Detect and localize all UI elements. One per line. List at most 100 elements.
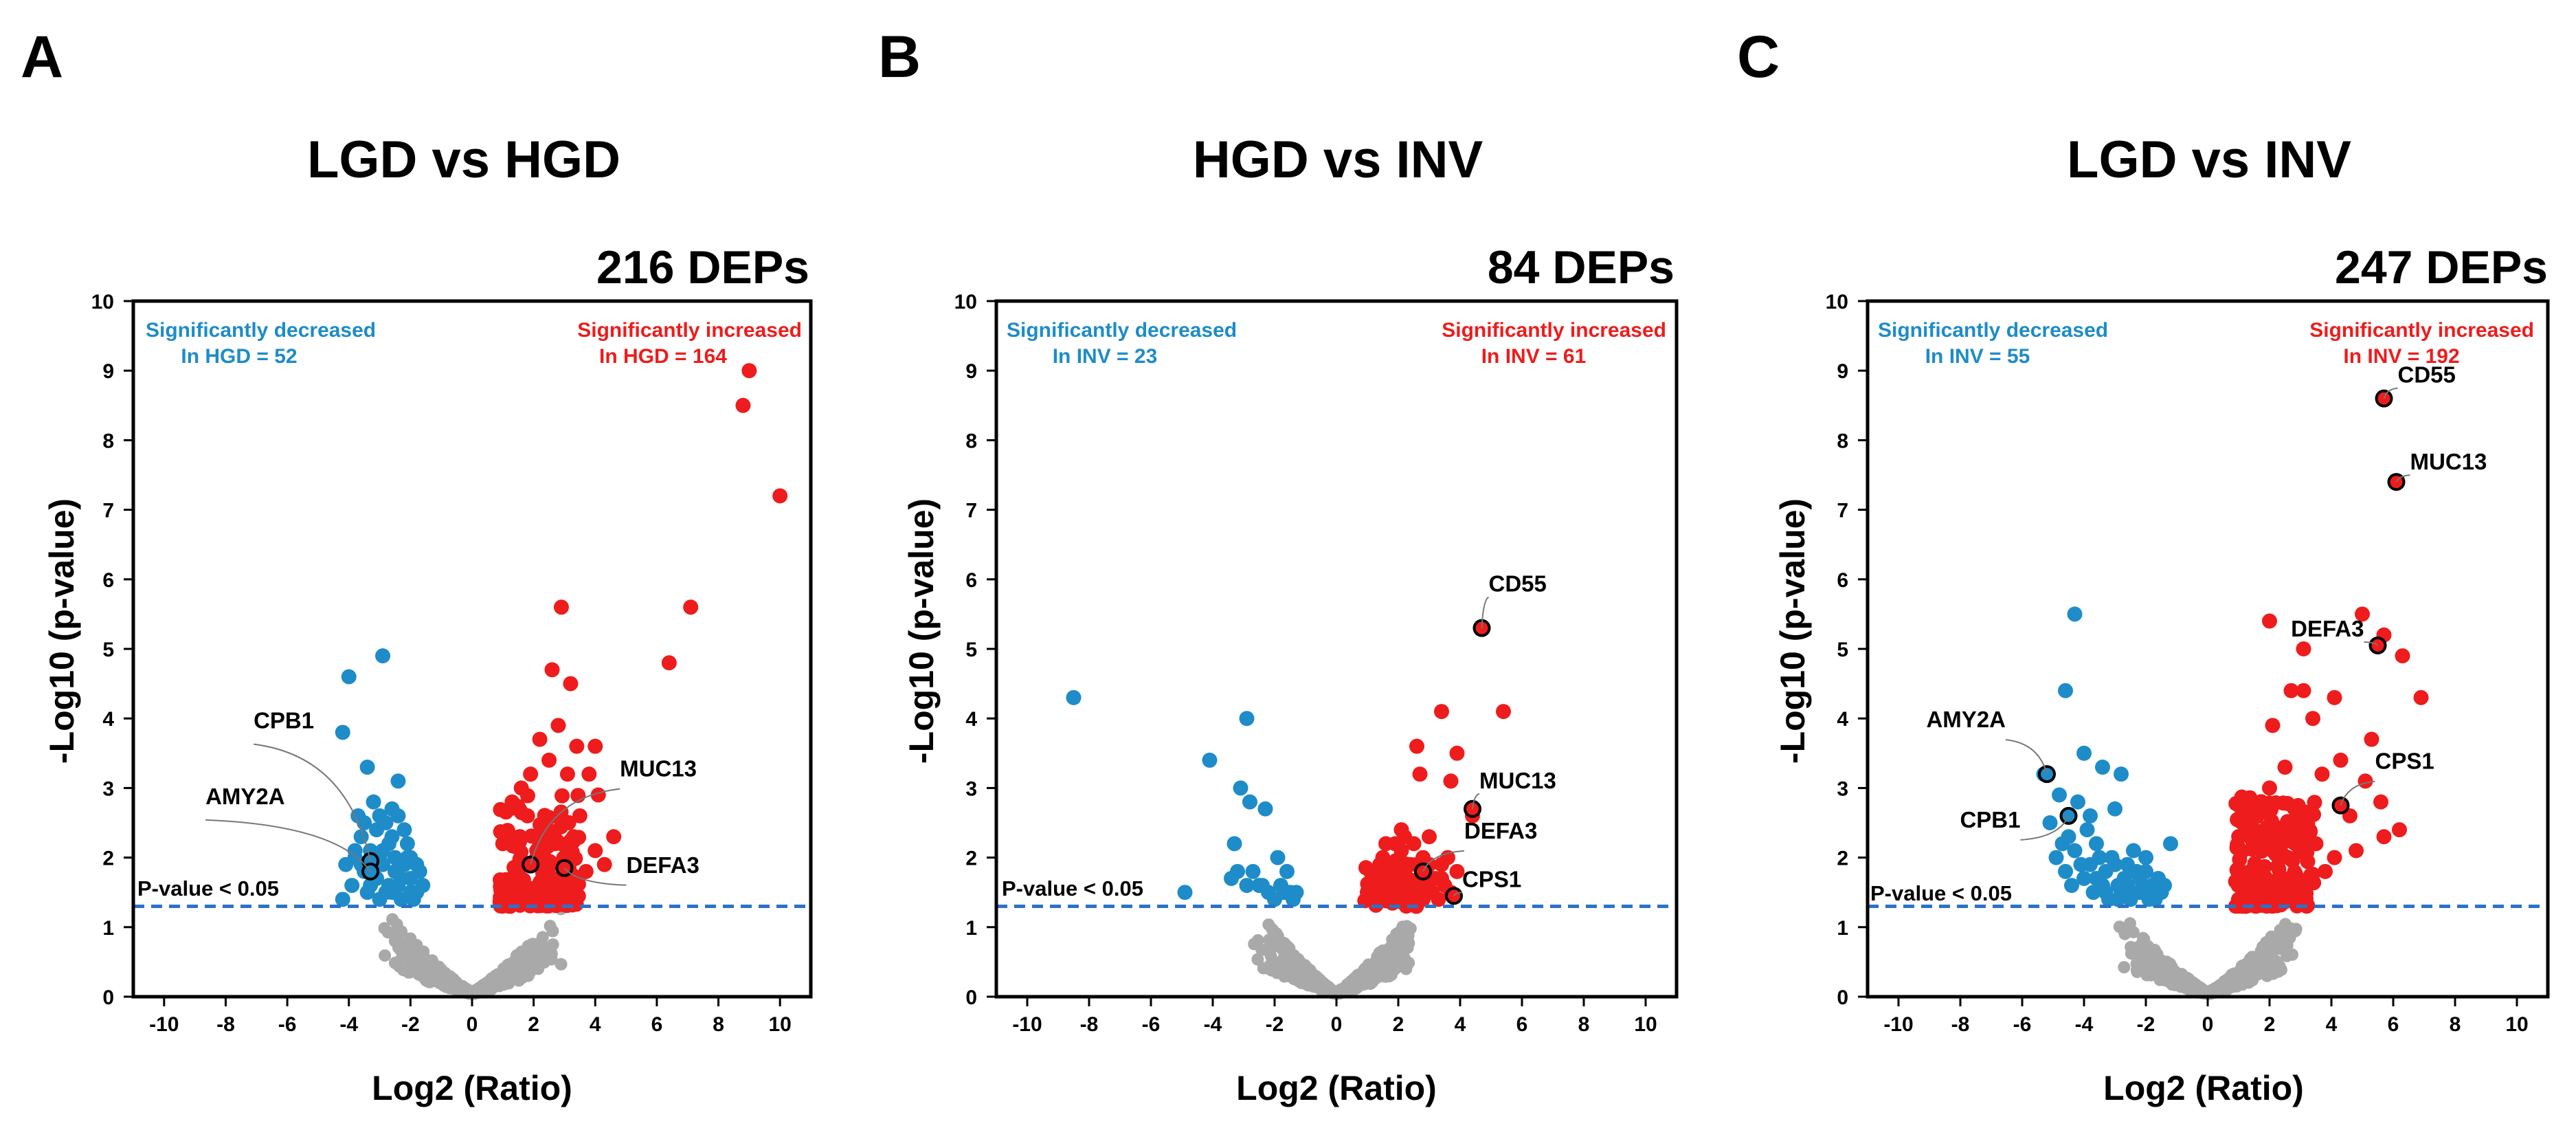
nonsignificant-point <box>2181 974 2194 987</box>
decreased-point <box>2070 794 2085 810</box>
x-tick-label: 4 <box>2326 1013 2338 1036</box>
increased-point <box>2294 896 2309 911</box>
y-tick-label: 1 <box>102 917 114 940</box>
nonsignificant-point <box>1264 958 1277 971</box>
nonsignificant-point <box>1381 969 1394 982</box>
legend-decreased-count-a: In HGD = 52 <box>181 345 297 368</box>
increased-point <box>1443 773 1459 789</box>
increased-point <box>2413 689 2429 705</box>
decreased-point <box>2058 683 2073 698</box>
nonsignificant-point <box>2252 957 2265 970</box>
legend-decreased-title-b: Significantly decreased <box>1007 319 1237 342</box>
x-tick-label: -10 <box>1883 1013 1913 1036</box>
decreased-point <box>1239 711 1255 727</box>
increased-point <box>590 787 606 803</box>
x-tick-label: -6 <box>278 1013 297 1036</box>
y-tick-label: 3 <box>965 777 977 800</box>
x-tick-label: -2 <box>1266 1013 1284 1036</box>
y-tick-label: 6 <box>102 569 114 592</box>
nonsignificant-point <box>434 962 447 975</box>
volcano-plot-a: CPB1 AMY2A MUC13 DEFA3 -10 -8 -6 -4 -2 0 2 4 6 8 10 0 1 2… <box>91 291 813 1036</box>
decreased-point <box>2083 808 2098 823</box>
increased-point <box>2395 648 2410 664</box>
decreased-point <box>1257 801 1273 817</box>
decreased-point <box>2123 863 2138 879</box>
legend-increased-count-b: In INV = 61 <box>1481 345 1587 368</box>
nonsignificant-point <box>1251 934 1264 947</box>
x-tick-label: 8 <box>2450 1013 2461 1036</box>
increased-point <box>2296 683 2311 698</box>
nonsignificant-point <box>1264 949 1277 962</box>
increased-point <box>1366 892 1381 907</box>
increased-point <box>1449 745 1465 761</box>
legend-increased-title-a: Significantly increased <box>577 319 802 342</box>
y-tick-label: 9 <box>965 360 977 383</box>
volcano-plot-b: CD55 MUC13 DEFA3 CPS1 -10 -8 -6 -4 -2 0 2 4 6 8 10 0 1 2 3… <box>954 291 1679 1036</box>
x-tick-label: 10 <box>1634 1013 1657 1036</box>
nonsignificant-point <box>2278 918 2292 931</box>
x-tick-label: -10 <box>149 1013 179 1036</box>
increased-point <box>512 829 528 845</box>
leader-line <box>563 867 627 886</box>
increased-point <box>559 766 575 782</box>
decreased-point <box>335 892 350 907</box>
nonsignificant-point <box>2136 931 2149 944</box>
legend-increased-count-c: In INV = 192 <box>2343 345 2459 368</box>
increased-point <box>581 766 597 782</box>
increased-point <box>2232 863 2248 878</box>
nonsignificant-point <box>2124 917 2136 930</box>
decreased-point <box>369 822 385 838</box>
highlight-label-cd55: CD55 <box>2398 362 2456 388</box>
legend-decreased-title-a: Significantly decreased <box>146 319 376 342</box>
increased-point <box>1397 829 1412 845</box>
nonsignificant-point <box>2153 970 2166 983</box>
decreased-point <box>2089 836 2104 852</box>
decreased-point <box>338 856 354 872</box>
increased-point <box>1449 863 1465 879</box>
decreased-point <box>2048 850 2064 865</box>
nonsignificant-point <box>488 973 501 986</box>
increased-point <box>568 896 584 912</box>
decreased-point <box>2098 885 2114 900</box>
x-tick-label: -8 <box>1080 1013 1099 1036</box>
increased-point <box>1434 704 1449 720</box>
increased-point <box>2357 773 2373 789</box>
increased-point <box>2318 863 2333 879</box>
nonsignificant-point <box>546 925 559 938</box>
nonsignificant-point <box>407 938 420 951</box>
increased-point <box>683 599 699 615</box>
nonsignificant-point <box>1400 920 1413 933</box>
increased-point <box>538 874 554 889</box>
increased-point <box>661 655 677 671</box>
x-tick-label: 10 <box>768 1013 791 1036</box>
increased-point <box>2248 897 2264 912</box>
increased-point <box>2265 718 2281 733</box>
increased-point <box>2364 731 2379 747</box>
panel-letter-b: B <box>878 24 921 90</box>
y-axis-label-c: -Log10 (p-value) <box>1773 498 1812 764</box>
decreased-point <box>403 850 418 865</box>
decreased-point <box>2042 815 2058 830</box>
nonsignificant-point <box>2142 944 2155 958</box>
increased-point <box>541 859 557 874</box>
increased-point <box>563 676 579 692</box>
threshold-label-a: P-value < 0.05 <box>137 876 279 900</box>
nonsignificant-point <box>1361 973 1374 986</box>
x-tick-label: -8 <box>1951 1013 1970 1036</box>
decreased-point <box>344 878 360 894</box>
increased-point <box>513 780 529 796</box>
decreased-point <box>409 885 425 900</box>
decreased-point <box>1286 892 1301 907</box>
increased-point <box>548 836 563 852</box>
decreased-point <box>1242 794 1257 810</box>
decreased-point <box>1245 863 1261 879</box>
y-tick-label: 8 <box>965 430 977 452</box>
x-tick-label: 0 <box>2202 1013 2214 1036</box>
decreased-point <box>1233 780 1248 796</box>
increased-point <box>606 829 622 845</box>
y-tick-label: 4 <box>1837 708 1848 731</box>
y-tick-label: 9 <box>102 360 114 383</box>
decreased-point <box>1066 689 1082 705</box>
highlight-label-muc13: MUC13 <box>1479 768 1556 793</box>
decreased-point <box>366 794 381 810</box>
